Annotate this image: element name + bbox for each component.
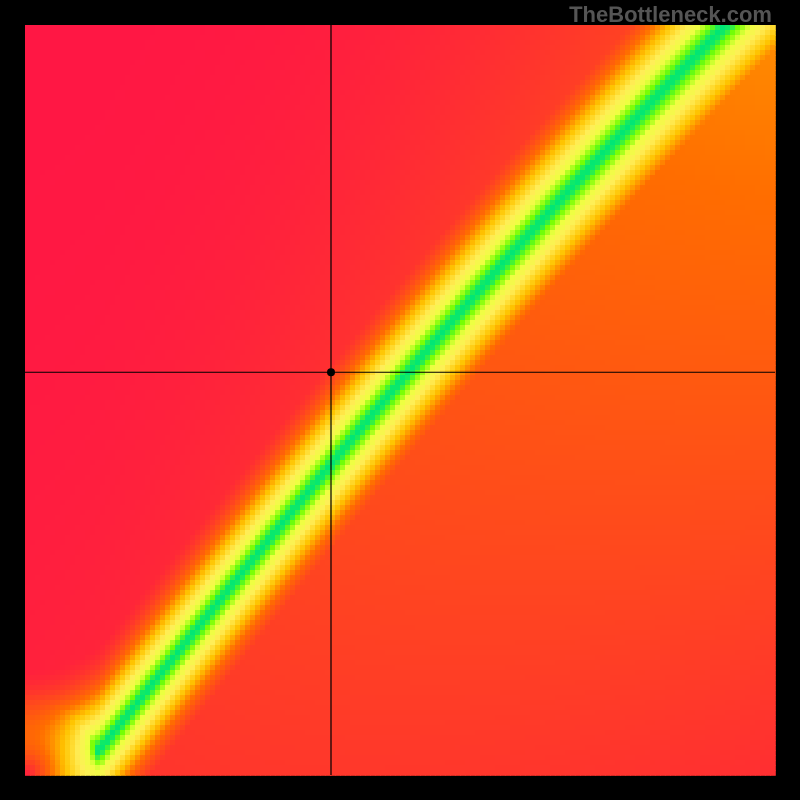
heatmap-canvas bbox=[0, 0, 800, 800]
chart-container: TheBottleneck.com bbox=[0, 0, 800, 800]
watermark-text: TheBottleneck.com bbox=[569, 2, 772, 28]
